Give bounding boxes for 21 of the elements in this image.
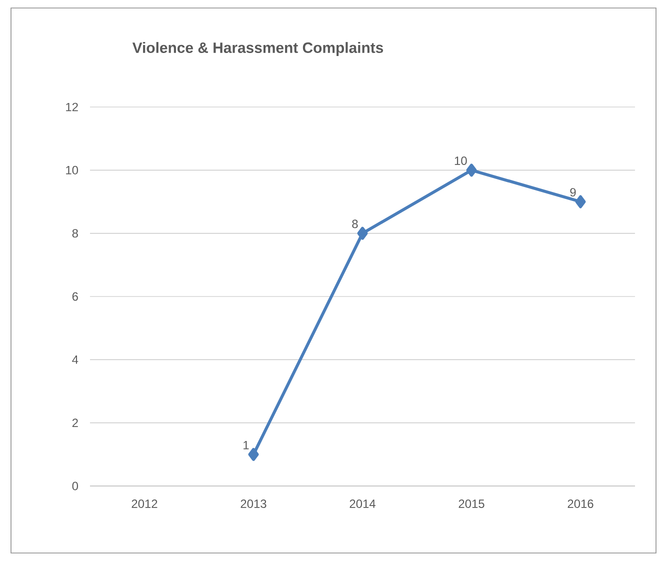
y-tick-label: 2 [72, 418, 78, 428]
y-tick-label: 6 [72, 292, 78, 301]
x-tick-label: 2012 [132, 500, 158, 508]
x-tick-label: 2016 [568, 500, 594, 508]
y-tick-label: 0 [72, 482, 78, 490]
y-tick-label: 4 [72, 356, 78, 364]
point [466, 164, 477, 177]
data-label: 1 [244, 440, 249, 450]
x-tick-label: 2015 [458, 500, 484, 508]
y-tick-label: 8 [72, 229, 78, 238]
x-tick-label: 2014 [350, 500, 376, 508]
y-tick-label: 10 [66, 166, 78, 174]
chart-title: Violence & Harassment Complaints [132, 42, 384, 56]
point [248, 448, 259, 461]
data-label: 9 [570, 188, 576, 197]
x-tick-label: 2013 [240, 500, 266, 508]
point [357, 226, 368, 240]
point [575, 195, 586, 208]
data-label: 10 [454, 156, 467, 165]
y-tick-label: 12 [66, 102, 78, 112]
data-label: 8 [352, 220, 358, 228]
